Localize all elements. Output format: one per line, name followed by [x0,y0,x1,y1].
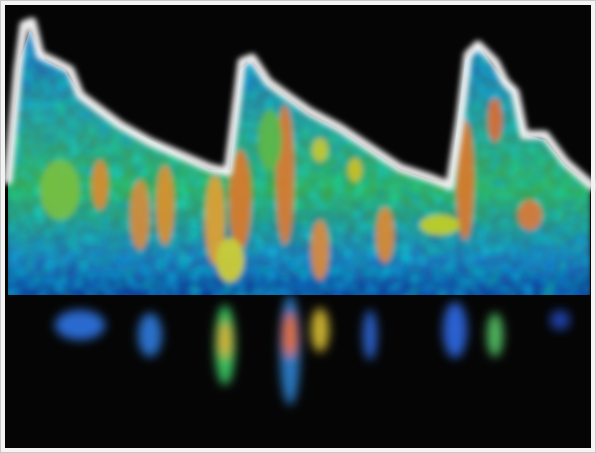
page [0,0,596,453]
doppler-image [0,0,596,453]
